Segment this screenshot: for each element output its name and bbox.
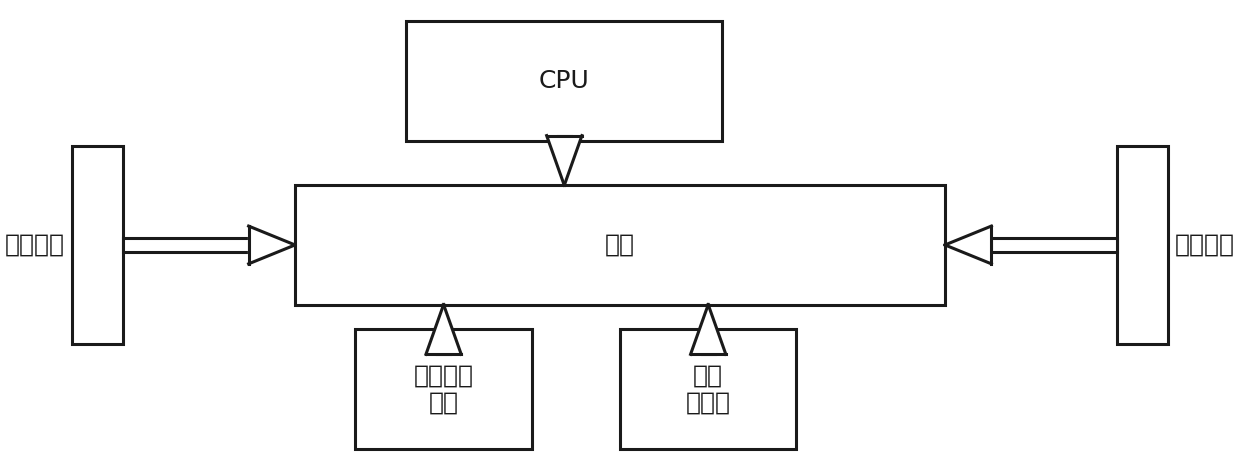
Bar <box>72 146 123 345</box>
Bar <box>356 329 532 449</box>
Text: 感知
控制器: 感知 控制器 <box>686 363 730 415</box>
Polygon shape <box>248 226 295 264</box>
Bar <box>620 329 796 449</box>
Bar <box>558 136 570 141</box>
Polygon shape <box>547 136 582 185</box>
Bar <box>295 185 945 305</box>
Bar <box>407 21 722 141</box>
Polygon shape <box>427 305 461 354</box>
Text: 主板: 主板 <box>605 233 635 257</box>
Polygon shape <box>691 305 725 354</box>
Bar <box>992 238 1117 252</box>
Text: 外部接口: 外部接口 <box>1176 233 1235 257</box>
Bar <box>1117 146 1168 345</box>
Bar <box>702 329 714 354</box>
Bar <box>436 329 450 354</box>
Text: 电源模块: 电源模块 <box>5 233 64 257</box>
Text: CPU: CPU <box>539 69 590 93</box>
Text: 网络测试
模块: 网络测试 模块 <box>414 363 474 415</box>
Bar <box>123 238 248 252</box>
Polygon shape <box>945 226 992 264</box>
